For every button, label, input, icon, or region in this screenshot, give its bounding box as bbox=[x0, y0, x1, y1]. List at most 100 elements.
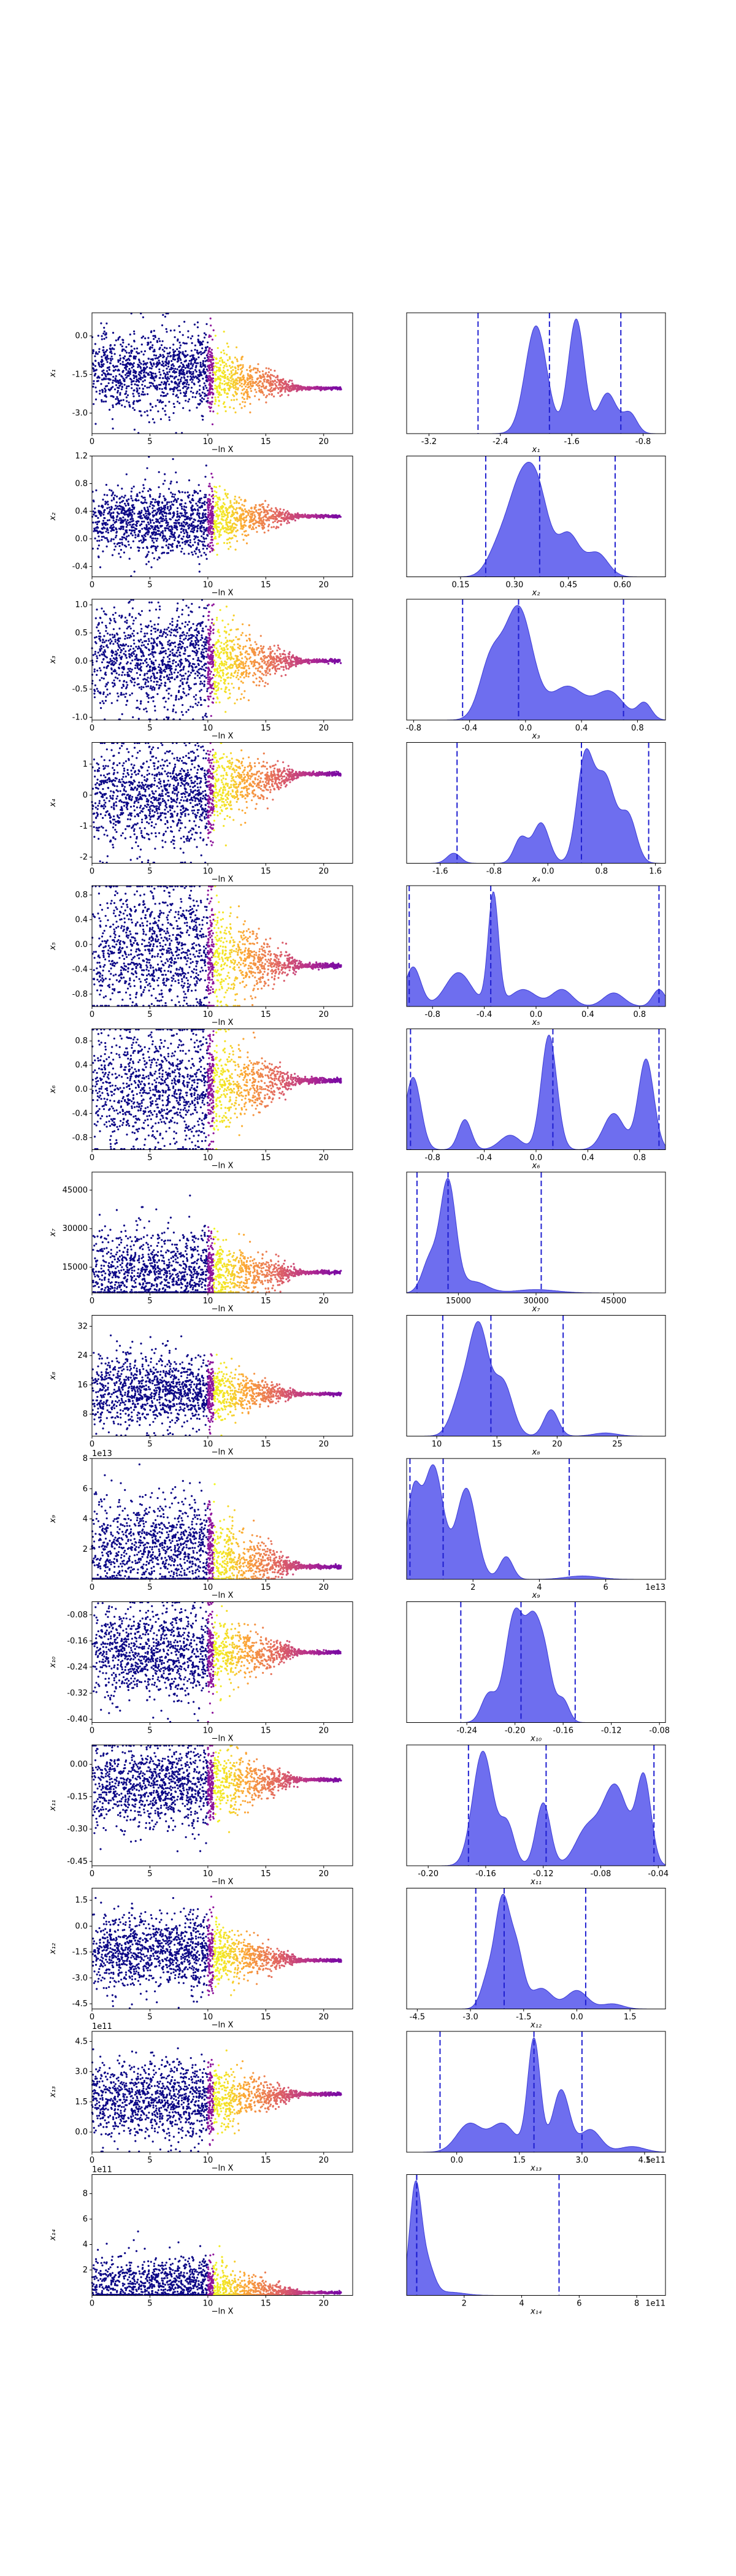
trace-point bbox=[175, 651, 178, 654]
trace-point bbox=[169, 355, 172, 358]
trace-point bbox=[187, 607, 190, 609]
trace-point bbox=[96, 540, 99, 542]
trace-point bbox=[132, 401, 135, 404]
trace-point bbox=[250, 528, 253, 531]
y-tick-label: -0.4 bbox=[72, 562, 88, 572]
trace-point bbox=[113, 494, 116, 497]
trace-point bbox=[205, 323, 208, 326]
trace-point bbox=[233, 534, 236, 537]
trace-point bbox=[137, 520, 140, 523]
trace-point bbox=[197, 381, 200, 383]
trace-point bbox=[231, 537, 234, 539]
trace-point bbox=[175, 609, 178, 612]
trace-point bbox=[143, 487, 145, 489]
trace-point bbox=[153, 627, 155, 630]
trace-point bbox=[96, 660, 98, 662]
trace-point bbox=[132, 389, 135, 392]
trace-point bbox=[289, 379, 291, 381]
trace-point bbox=[217, 396, 220, 399]
trace-point bbox=[132, 485, 135, 488]
trace-point bbox=[176, 510, 178, 513]
trace-point bbox=[105, 521, 107, 524]
trace-point bbox=[139, 513, 142, 515]
trace-point bbox=[156, 364, 158, 367]
trace-point bbox=[156, 386, 159, 388]
trace-point bbox=[132, 369, 135, 372]
trace-point bbox=[178, 341, 181, 344]
trace-point bbox=[113, 344, 116, 347]
trace-point bbox=[243, 505, 245, 507]
trace-point bbox=[257, 385, 259, 387]
trace-point bbox=[104, 651, 107, 653]
trace-point bbox=[147, 664, 150, 666]
trace-point bbox=[96, 380, 98, 383]
trace-point bbox=[129, 648, 132, 651]
trace-point bbox=[102, 639, 104, 642]
trace-point bbox=[142, 363, 145, 366]
trace-point bbox=[156, 677, 158, 679]
trace-point bbox=[210, 324, 212, 327]
trace-point bbox=[109, 515, 112, 517]
trace-point bbox=[163, 669, 166, 671]
trace-point bbox=[184, 650, 186, 652]
trace-point bbox=[157, 363, 159, 366]
trace-point bbox=[97, 516, 99, 519]
trace-point bbox=[97, 624, 99, 626]
trace-point bbox=[186, 516, 189, 518]
trace-point bbox=[185, 355, 188, 358]
trace-point bbox=[242, 519, 245, 521]
trace-point bbox=[200, 353, 202, 356]
trace-point bbox=[156, 399, 159, 402]
trace-point bbox=[132, 526, 135, 529]
trace-point bbox=[201, 540, 204, 543]
trace-point bbox=[251, 526, 254, 529]
trace-point bbox=[286, 522, 288, 524]
trace-point bbox=[110, 395, 112, 397]
trace-point bbox=[202, 340, 204, 343]
trace-point bbox=[196, 634, 198, 636]
trace-point bbox=[167, 643, 169, 646]
trace-point bbox=[264, 378, 266, 380]
trace-point bbox=[249, 411, 251, 414]
trace-point bbox=[203, 372, 205, 375]
trace-point bbox=[205, 713, 207, 715]
trace-point bbox=[107, 378, 110, 380]
trace-point bbox=[130, 497, 132, 500]
trace-point bbox=[110, 512, 113, 515]
trace-point bbox=[145, 692, 148, 694]
trace-point bbox=[304, 513, 306, 516]
trace-point bbox=[112, 404, 114, 407]
trace-point bbox=[96, 608, 98, 611]
trace-point bbox=[197, 339, 199, 341]
trace-point bbox=[171, 673, 173, 675]
trace-point bbox=[169, 351, 171, 354]
trace-point bbox=[101, 653, 103, 656]
trace-point bbox=[175, 525, 178, 527]
trace-point bbox=[166, 352, 169, 355]
trace-point bbox=[188, 614, 190, 616]
trace-point bbox=[183, 372, 185, 374]
trace-point bbox=[296, 515, 298, 518]
trace-point bbox=[200, 497, 202, 500]
trace-point bbox=[192, 370, 194, 373]
trace-point bbox=[109, 351, 112, 353]
trace-point bbox=[174, 367, 177, 370]
trace-point bbox=[99, 632, 101, 634]
trace-point bbox=[175, 471, 177, 473]
trace-point bbox=[286, 515, 289, 517]
trace-point bbox=[106, 688, 109, 691]
trace-point bbox=[154, 501, 156, 504]
trace-point bbox=[151, 654, 154, 656]
trace-point bbox=[209, 517, 211, 520]
trace-point bbox=[181, 623, 183, 625]
trace-point bbox=[172, 536, 174, 539]
trace-point bbox=[284, 391, 286, 393]
trace-point bbox=[120, 649, 122, 651]
trace-point bbox=[280, 381, 283, 383]
trace-point bbox=[201, 682, 204, 685]
trace-point bbox=[274, 516, 277, 518]
trace-point bbox=[175, 387, 178, 389]
trace-point bbox=[170, 480, 172, 483]
trace-point bbox=[191, 378, 194, 381]
trace-point bbox=[185, 395, 187, 397]
